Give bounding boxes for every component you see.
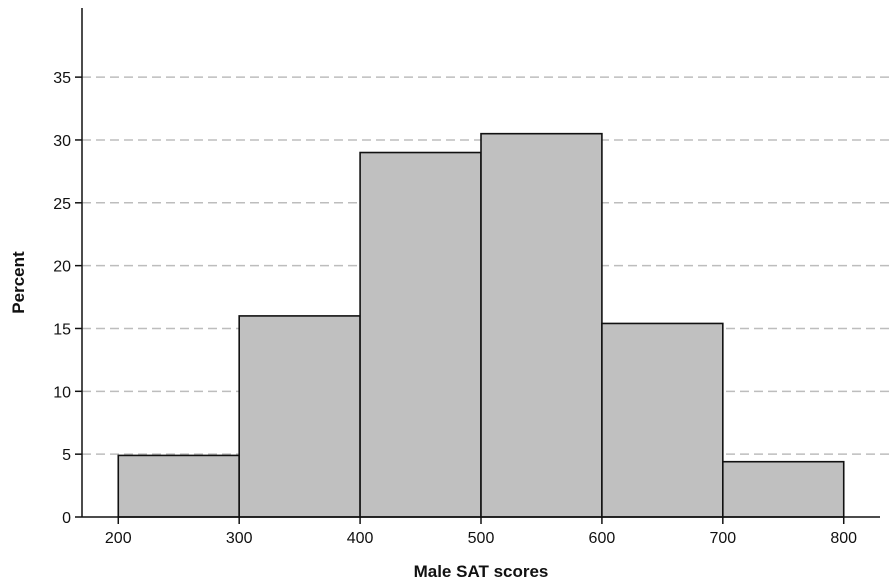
y-tick-label: 30 xyxy=(53,133,71,150)
y-tick-label: 5 xyxy=(62,447,71,464)
histogram-bar xyxy=(359,151,482,518)
y-tick-label: 20 xyxy=(53,259,71,276)
histogram-bar xyxy=(117,454,240,518)
x-tick-label: 600 xyxy=(589,530,616,547)
histogram-bar xyxy=(238,315,361,518)
x-tick-label: 800 xyxy=(830,530,857,547)
y-axis-title: Percent xyxy=(9,251,28,314)
y-tick-label: 25 xyxy=(53,196,71,213)
histogram-bars xyxy=(117,132,845,518)
ticks: 0 5 10 15 20 25 30 35 200 300 400 500 600 700 800 xyxy=(53,70,857,547)
histogram-bar xyxy=(480,132,603,518)
x-axis-title: Male SAT scores xyxy=(414,562,549,581)
y-tick-label: 35 xyxy=(53,70,71,87)
x-tick-label: 500 xyxy=(468,530,495,547)
y-tick-label: 0 xyxy=(62,510,71,527)
x-tick-label: 300 xyxy=(226,530,253,547)
y-tick-label: 10 xyxy=(53,384,71,401)
histogram-bar xyxy=(722,460,845,518)
x-tick-label: 700 xyxy=(709,530,736,547)
y-tick-label: 15 xyxy=(53,321,71,338)
x-tick-label: 200 xyxy=(105,530,132,547)
x-tick-label: 400 xyxy=(347,530,374,547)
histogram-bar xyxy=(601,322,724,518)
